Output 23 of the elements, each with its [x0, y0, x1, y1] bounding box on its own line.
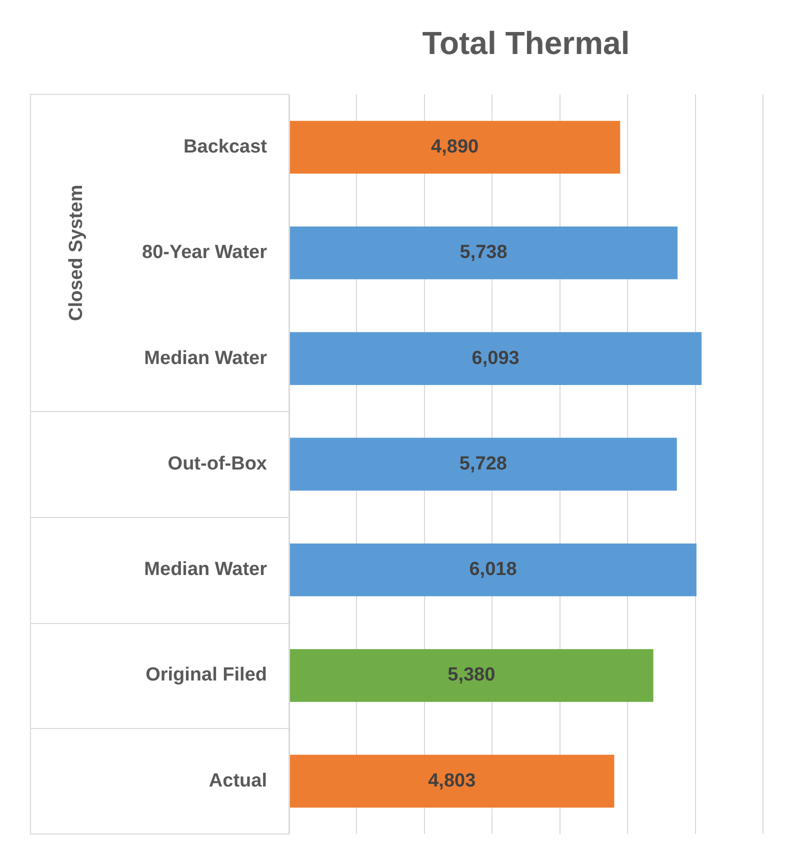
data-label: 5,380 [448, 664, 496, 686]
data-label: 5,728 [459, 453, 507, 474]
chart-title: Total Thermal [422, 25, 630, 62]
data-label: 6,018 [469, 559, 517, 580]
bar [290, 438, 677, 491]
y-tick-label: Original Filed [146, 664, 267, 686]
bar [290, 649, 654, 702]
bar [290, 754, 614, 808]
y-tick-label: Backcast [184, 136, 268, 158]
text: Closed System [66, 184, 88, 322]
bar [290, 543, 697, 596]
data-label: 5,738 [460, 242, 508, 264]
y-tick-label: Median Water [144, 348, 268, 369]
y-tick-label: Out-of-Box [168, 453, 268, 474]
data-label: 4,890 [431, 136, 479, 158]
y-tick-label: Actual [208, 770, 267, 792]
data-label: 6,093 [472, 348, 520, 369]
bar [290, 226, 678, 280]
y-tick-label: Median Water [144, 559, 268, 580]
y-tick-label: 80-Year Water [142, 242, 268, 264]
bar [290, 120, 620, 174]
data-label: 4,803 [428, 770, 476, 792]
bar [290, 332, 702, 385]
